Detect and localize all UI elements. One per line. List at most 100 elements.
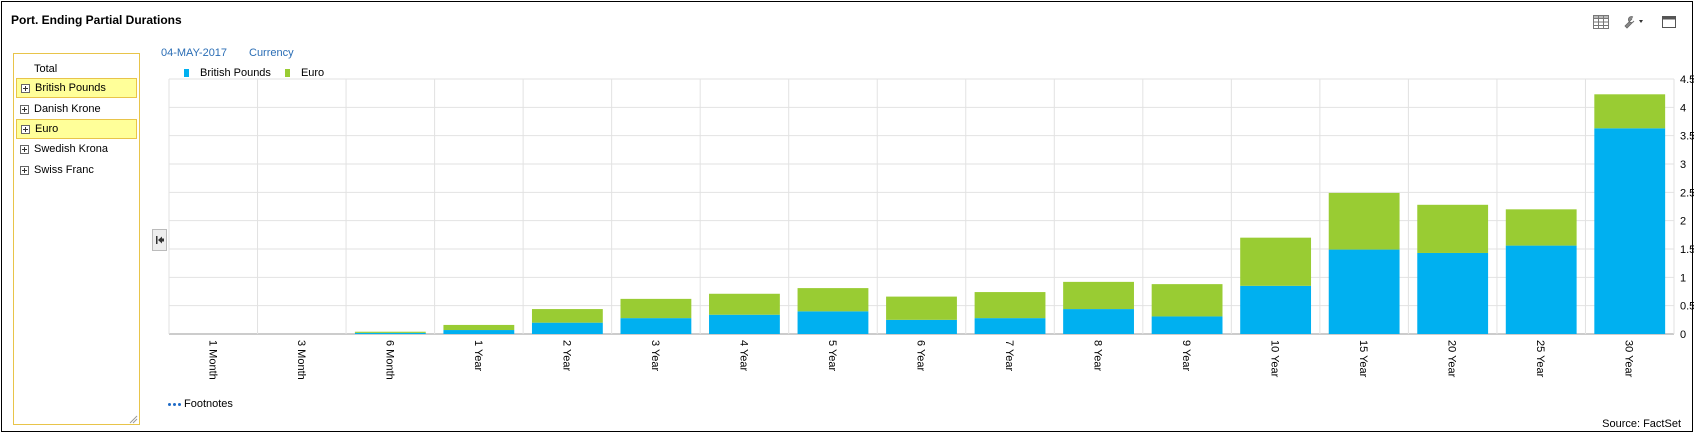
footnotes-link[interactable]: Footnotes [168,398,233,410]
expand-icon[interactable] [21,124,30,134]
expand-icon[interactable] [21,83,30,93]
toolbar [1592,14,1678,30]
bar-segment-british-pounds [1240,285,1312,334]
bar-segment-euro [443,324,515,331]
legend-swatch [184,69,189,77]
bar-segment-british-pounds [1328,249,1400,334]
x-tick-label: 2 Year [560,340,572,372]
bar-segment-british-pounds [1505,245,1577,334]
sidebar-item-euro[interactable]: Euro [16,119,137,139]
y-tick-label: 0 [1680,329,1686,341]
resize-grip-icon[interactable] [128,413,138,424]
legend-label: Euro [300,67,325,79]
bar-segment-euro [1151,284,1223,317]
x-tick-label: 7 Year [1003,340,1015,372]
x-tick-label: 1 Year [472,340,484,372]
sidebar-item-british-pounds[interactable]: British Pounds [16,78,137,98]
expand-icon[interactable] [20,104,29,114]
collapse-sidebar-button[interactable] [152,229,167,251]
bar-segment-euro [1063,281,1134,310]
stacked-bar-chart: 0 0.5 1 1.5 2 2.5 3 3.5 4 4.5 1 Month 3 Month 6 Mont… [168,74,1694,380]
x-tick-label: 10 Year [1269,340,1281,378]
y-tick-label: 1 [1680,272,1686,284]
bar-segment-british-pounds [531,322,603,334]
bar-segment-euro [1417,204,1489,253]
x-tick-label: 5 Year [826,340,838,372]
x-tick-label: 25 Year [1534,340,1546,378]
legend-item-euro: Euro [284,67,325,79]
y-tick-label: 2.5 [1680,187,1694,199]
bar-segment-british-pounds [620,318,692,334]
sidebar-item-label: Danish Krone [34,103,101,115]
sidebar: Total British Pounds Danish Krone Euro S… [13,53,140,425]
bar-segment-british-pounds [797,311,869,334]
sidebar-item-label: Euro [35,123,59,135]
sidebar-item-label: Total [34,63,58,75]
grouping-selector[interactable]: Currency [249,47,294,59]
legend-label: British Pounds [200,67,271,79]
y-tick-label: 4 [1680,102,1686,114]
bar-segment-british-pounds [974,318,1046,334]
y-tick-label: 3 [1680,159,1686,171]
x-tick-label: 9 Year [1180,340,1192,372]
grid-icon[interactable] [1592,14,1610,30]
maximize-icon[interactable] [1660,14,1678,30]
bar-segment-euro [354,331,426,333]
sidebar-item-swedish-krona[interactable]: Swedish Krona [16,139,137,159]
x-tick-label: 20 Year [1446,340,1458,378]
bar-segment-euro [974,292,1046,319]
bar-segment-euro [797,288,869,312]
arrow-left-icon [155,236,164,244]
x-tick-label: 1 Month [206,340,218,380]
bar-segment-british-pounds [886,319,957,334]
bar-segment-euro [1505,209,1577,246]
x-tick-label: 3 Year [649,340,661,372]
bar-segment-euro [531,309,603,323]
wrench-menu-button[interactable] [1622,14,1648,30]
wrench-icon [1624,16,1635,29]
sidebar-item-label: Swiss Franc [34,164,94,176]
legend-item-british-pounds: British Pounds [184,67,271,79]
as-of-date[interactable]: 04-MAY-2017 [161,47,228,59]
sidebar-item-total[interactable]: Total [16,59,137,79]
sidebar-item-swiss-franc[interactable]: Swiss Franc [16,160,137,180]
bar-segment-british-pounds [709,314,780,334]
x-tick-label: 3 Month [295,340,307,380]
expand-icon[interactable] [20,144,29,154]
bar-segment-british-pounds [1151,316,1223,334]
chevron-down-icon [1639,20,1643,23]
x-tick-label: 8 Year [1092,340,1104,372]
sidebar-item-danish-krone[interactable]: Danish Krone [16,99,137,119]
footnotes-label: Footnotes [184,398,233,410]
y-tick-label: 0.5 [1680,301,1694,313]
bar-segment-british-pounds [354,332,426,334]
legend-swatch [284,69,290,77]
bar-segment-euro [886,296,957,320]
bar-segment-euro [709,293,780,315]
bar-segment-british-pounds [1063,309,1134,334]
y-tick-label: 1.5 [1680,244,1694,256]
bar-segment-british-pounds [1594,128,1666,334]
y-tick-label: 4.5 [1680,74,1694,86]
source-note: Source: FactSet [1602,418,1681,430]
y-tick-label: 2 [1680,216,1686,228]
x-tick-label: 15 Year [1357,340,1369,378]
dots-icon [168,402,181,406]
bar-segment-euro [620,298,692,319]
bar-segment-euro [1240,237,1312,286]
bar-segment-euro [1594,94,1666,129]
expand-icon[interactable] [20,165,29,175]
panel-title: Port. Ending Partial Durations [11,13,182,27]
x-tick-label: 4 Year [737,340,749,372]
sidebar-item-label: Swedish Krona [34,143,108,155]
bar-segment-british-pounds [443,330,515,334]
x-tick-label: 30 Year [1623,340,1635,378]
x-tick-label: 6 Year [915,340,927,372]
bar-segment-euro [1328,192,1400,250]
bar-segment-british-pounds [1417,252,1489,334]
y-tick-label: 3.5 [1680,131,1694,143]
sidebar-item-label: British Pounds [35,82,106,94]
x-tick-label: 6 Month [383,340,395,380]
chart-legend: British Pounds Euro [184,67,324,79]
